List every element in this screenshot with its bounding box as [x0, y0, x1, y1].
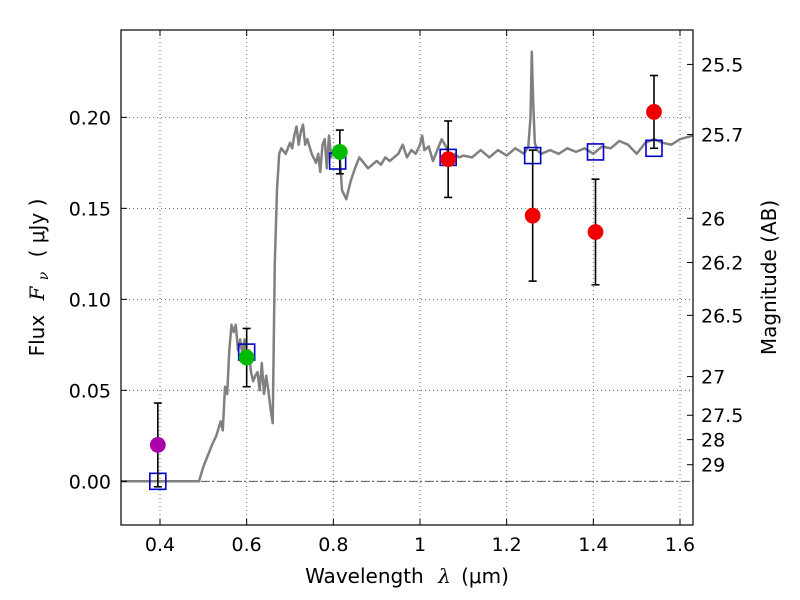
y-axis-title-prefix: Flux: [25, 315, 49, 357]
x-axis-title-symbol: λ: [437, 564, 451, 588]
observed-photometry-point: [646, 103, 662, 120]
data-marks: [149, 74, 663, 491]
magnitude-tick-label: 25.5: [701, 54, 743, 76]
y-axis-title-subscript: ν: [36, 271, 52, 280]
y-tick-label: 0.05: [69, 380, 111, 402]
magnitude-tick-label: 25.7: [701, 125, 743, 147]
model-photometry-square: [586, 143, 605, 161]
grid: [121, 30, 693, 525]
axis-ticks: 0.4 0.6 0.8 1 1.2 1.4 1.6 0.00 0.05 0.10 0.15 0.20 2…: [69, 30, 743, 556]
magnitude-tick-label: 26.5: [701, 305, 743, 327]
observed-photometry-point: [440, 151, 457, 168]
x-tick-label: 0.4: [145, 534, 175, 556]
observed-photometry-point: [149, 437, 166, 453]
plot-frame: [120, 29, 694, 526]
x-tick-label: 1.4: [578, 534, 608, 556]
magnitude-tick-label: 28: [701, 430, 725, 452]
x-tick-label: 1.6: [665, 534, 695, 556]
magnitude-tick-label: 26: [701, 208, 725, 230]
x-tick-label: 0.8: [318, 534, 348, 556]
magnitude-tick-label: 27: [701, 367, 725, 389]
x-axis-title-unit: (μm): [461, 564, 509, 588]
x-axis-title: Wavelength λ (μm): [305, 564, 509, 588]
y-axis-title: Flux F ν ( μJy ): [25, 199, 53, 357]
model-spectrum-line: [121, 50, 694, 483]
y-tick-label: 0.10: [69, 289, 111, 311]
y-tick-label: 0.15: [69, 198, 111, 220]
x-tick-label: 1: [414, 534, 426, 556]
magnitude-axis-title: Magnitude (AB): [757, 200, 781, 355]
y-axis-title-symbol: F: [25, 285, 49, 301]
x-tick-label: 1.2: [492, 534, 522, 556]
x-tick-label: 0.6: [232, 534, 262, 556]
x-axis-title-prefix: Wavelength: [305, 564, 424, 588]
y-tick-label: 0.00: [69, 471, 111, 493]
magnitude-tick-label: 27.5: [701, 405, 743, 427]
magnitude-tick-label: 29: [701, 455, 725, 477]
observed-photometry-point: [524, 207, 541, 224]
observed-photometry-point: [238, 349, 255, 366]
y-tick-label: 0.20: [69, 107, 111, 129]
y-axis-title-unit: ( μJy ): [25, 199, 49, 258]
observed-photometry-point: [331, 144, 348, 160]
magnitude-tick-label: 26.2: [701, 253, 743, 275]
observed-photometry-point: [587, 224, 604, 240]
